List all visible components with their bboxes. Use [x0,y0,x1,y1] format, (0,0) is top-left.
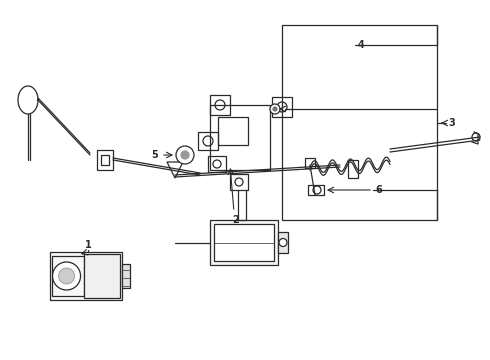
Circle shape [279,239,287,247]
Bar [282,25,437,220]
Bar [198,132,218,150]
Bar [50,252,122,300]
Bar [214,224,274,261]
Bar [84,254,120,298]
Circle shape [270,104,280,114]
Bar [210,220,278,265]
Bar [348,160,358,178]
Circle shape [472,133,480,141]
Bar [278,232,288,253]
Bar [101,155,109,165]
Bar [218,117,248,145]
Text: 3: 3 [448,118,455,128]
Text: 1: 1 [85,240,91,250]
Bar [52,256,84,296]
Circle shape [273,107,277,111]
Text: 5: 5 [151,150,158,160]
Bar [305,158,315,168]
Bar [122,264,130,288]
Circle shape [176,146,194,164]
Circle shape [313,186,321,194]
Circle shape [181,151,189,159]
Bar [308,185,324,195]
Circle shape [59,268,74,284]
Bar [208,156,226,172]
Circle shape [52,262,80,290]
Text: 2: 2 [233,215,240,225]
Bar [272,97,292,117]
Bar [210,105,270,170]
Text: 6: 6 [375,185,382,195]
Bar [97,150,113,170]
Bar [210,95,230,115]
Bar [230,174,248,190]
Text: 4: 4 [358,40,365,50]
